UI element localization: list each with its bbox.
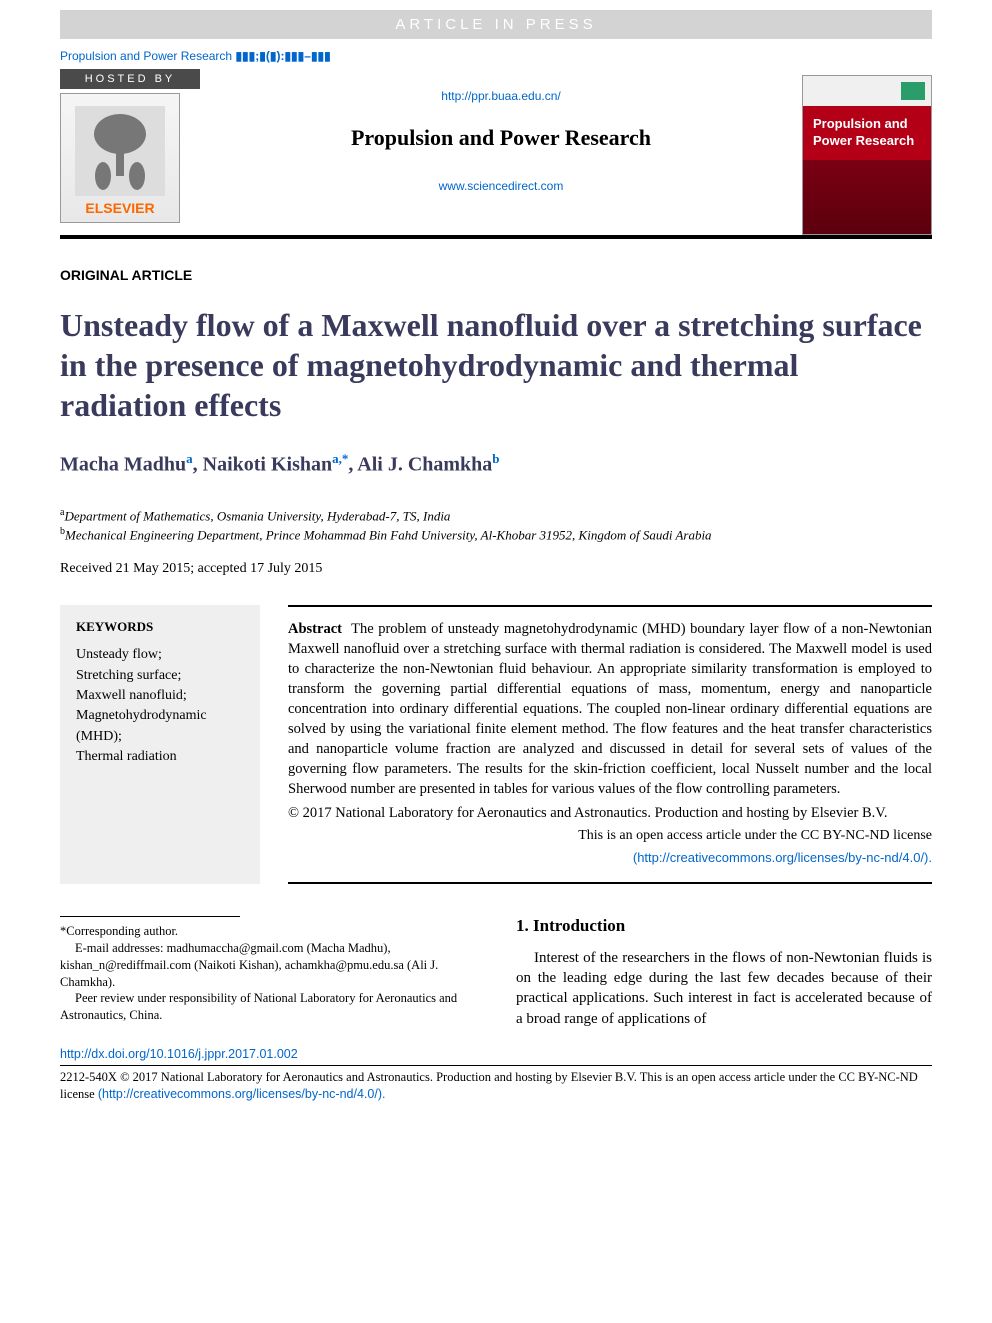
abstract-block: Abstract The problem of unsteady magneto…: [288, 605, 932, 884]
footer-license-link[interactable]: (http://creativecommons.org/licenses/by-…: [98, 1087, 386, 1101]
elsevier-tree-icon: [75, 106, 165, 196]
citation-pages: ▮▮▮;▮(▮):▮▮▮–▮▮▮: [235, 49, 330, 63]
hosted-by-block: HOSTED BY ELSEVIER: [60, 69, 200, 223]
keywords-list: Unsteady flow; Stretching surface; Maxwe…: [76, 645, 244, 767]
keywords-heading: KEYWORDS: [76, 619, 244, 635]
author-3: Ali J. Chamkha: [357, 454, 492, 476]
footer-text: 2212-540X © 2017 National Laboratory for…: [60, 1069, 932, 1103]
abstract-body: The problem of unsteady magnetohydrodyna…: [288, 621, 932, 797]
affiliation-b: bMechanical Engineering Department, Prin…: [60, 526, 932, 543]
cover-top-strip: [803, 76, 931, 106]
author-1: Macha Madhu: [60, 454, 186, 476]
header-center: http://ppr.buaa.edu.cn/ Propulsion and P…: [200, 69, 802, 205]
corresponding-author-label: *Corresponding author.: [60, 923, 476, 940]
cover-title: Propulsion and Power Research: [803, 106, 931, 160]
article-in-press-banner: ARTICLE IN PRESS: [60, 10, 932, 39]
author-2-sup[interactable]: a,*: [332, 451, 348, 466]
peer-review-note: Peer review under responsibility of Nati…: [60, 990, 476, 1024]
left-column: *Corresponding author. E-mail addresses:…: [60, 916, 476, 1029]
author-2: Naikoti Kishan: [203, 454, 332, 476]
affil-b-text: Mechanical Engineering Department, Princ…: [65, 527, 712, 542]
author-3-sup[interactable]: b: [492, 451, 499, 466]
correspondence-rule: [60, 916, 240, 917]
journal-name: Propulsion and Power Research: [210, 125, 792, 151]
email-label: E-mail addresses:: [75, 941, 164, 955]
hosted-by-label: HOSTED BY: [60, 69, 200, 89]
journal-cover-thumb: Propulsion and Power Research: [802, 75, 932, 235]
abstract-license-line: This is an open access article under the…: [288, 826, 932, 845]
body-columns: *Corresponding author. E-mail addresses:…: [60, 916, 932, 1029]
cover-bottom: [803, 160, 931, 234]
abstract-label: Abstract: [288, 621, 342, 637]
journal-header: HOSTED BY ELSEVIER http://ppr.buaa.edu.c…: [60, 69, 932, 239]
journal-homepage-link[interactable]: http://ppr.buaa.edu.cn/: [441, 89, 560, 103]
article-dates: Received 21 May 2015; accepted 17 July 2…: [60, 561, 932, 577]
introduction-body: Interest of the researchers in the flows…: [516, 948, 932, 1029]
right-column: 1. Introduction Interest of the research…: [516, 916, 932, 1029]
cover-mark-icon: [901, 82, 925, 100]
footer-rule: 2212-540X © 2017 National Laboratory for…: [60, 1065, 932, 1103]
elsevier-logo: ELSEVIER: [60, 93, 180, 223]
correspondence-text: *Corresponding author. E-mail addresses:…: [60, 923, 476, 1024]
article-title: Unsteady flow of a Maxwell nanofluid ove…: [60, 305, 932, 425]
keywords-box: KEYWORDS Unsteady flow; Stretching surfa…: [60, 605, 260, 884]
citation-line: Propulsion and Power Research ▮▮▮;▮(▮):▮…: [60, 49, 932, 63]
affiliation-a: aDepartment of Mathematics, Osmania Univ…: [60, 507, 932, 524]
sciencedirect-link[interactable]: www.sciencedirect.com: [439, 179, 564, 193]
abstract-copyright: © 2017 National Laboratory for Aeronauti…: [288, 803, 932, 823]
article-type-label: ORIGINAL ARTICLE: [60, 267, 932, 283]
abstract-license-link[interactable]: (http://creativecommons.org/licenses/by-…: [633, 850, 932, 865]
introduction-heading: 1. Introduction: [516, 916, 932, 936]
author-1-sup[interactable]: a: [186, 451, 193, 466]
abstract-row: KEYWORDS Unsteady flow; Stretching surfa…: [60, 605, 932, 884]
authors-line: Macha Madhua, Naikoti Kishana,*, Ali J. …: [60, 451, 932, 477]
affil-a-text: Department of Mathematics, Osmania Unive…: [64, 508, 450, 523]
elsevier-name: ELSEVIER: [85, 196, 154, 222]
citation-journal-link[interactable]: Propulsion and Power Research: [60, 49, 232, 63]
doi-link[interactable]: http://dx.doi.org/10.1016/j.jppr.2017.01…: [60, 1047, 932, 1061]
